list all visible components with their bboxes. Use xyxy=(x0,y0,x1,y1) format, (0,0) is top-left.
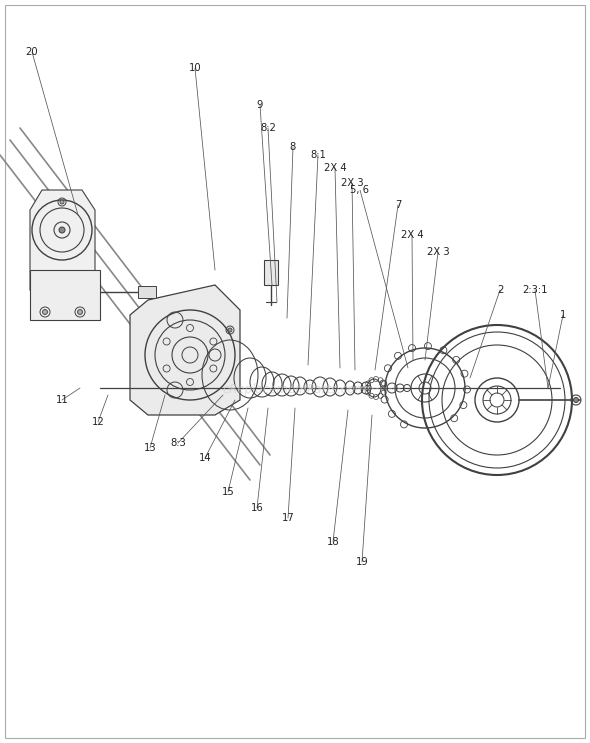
Text: 17: 17 xyxy=(281,513,294,523)
Text: 2X 3: 2X 3 xyxy=(427,247,450,257)
Polygon shape xyxy=(30,190,95,305)
Text: 5, 6: 5, 6 xyxy=(350,185,369,195)
Text: eReplacementParts.com: eReplacementParts.com xyxy=(223,383,367,397)
Text: 12: 12 xyxy=(91,417,104,427)
Text: 14: 14 xyxy=(199,453,211,463)
Circle shape xyxy=(77,310,83,314)
Text: 7: 7 xyxy=(395,200,401,210)
Text: 1: 1 xyxy=(560,310,566,320)
Text: 8:2: 8:2 xyxy=(260,123,276,133)
Text: 10: 10 xyxy=(189,63,201,73)
Text: 2X 4: 2X 4 xyxy=(324,163,346,173)
Circle shape xyxy=(59,227,65,233)
Text: 2:3:1: 2:3:1 xyxy=(522,285,548,295)
Text: 19: 19 xyxy=(356,557,368,567)
Circle shape xyxy=(228,328,232,332)
Text: 9: 9 xyxy=(257,100,263,110)
Text: 2: 2 xyxy=(497,285,503,295)
Text: 20: 20 xyxy=(26,47,38,57)
Circle shape xyxy=(573,398,579,403)
Text: 2X 3: 2X 3 xyxy=(340,178,363,188)
Polygon shape xyxy=(130,285,240,415)
Text: 11: 11 xyxy=(55,395,68,405)
Text: 13: 13 xyxy=(144,443,156,453)
Text: 18: 18 xyxy=(327,537,339,547)
Text: 8: 8 xyxy=(290,142,296,152)
Bar xyxy=(30,270,100,320)
Circle shape xyxy=(42,310,48,314)
Text: 2X 4: 2X 4 xyxy=(401,230,423,240)
Polygon shape xyxy=(264,260,278,285)
Text: 15: 15 xyxy=(222,487,234,497)
Text: 8:1: 8:1 xyxy=(310,150,326,160)
Circle shape xyxy=(60,200,64,204)
Text: 8:3: 8:3 xyxy=(170,438,186,448)
Text: 16: 16 xyxy=(251,503,263,513)
Bar xyxy=(138,286,156,298)
